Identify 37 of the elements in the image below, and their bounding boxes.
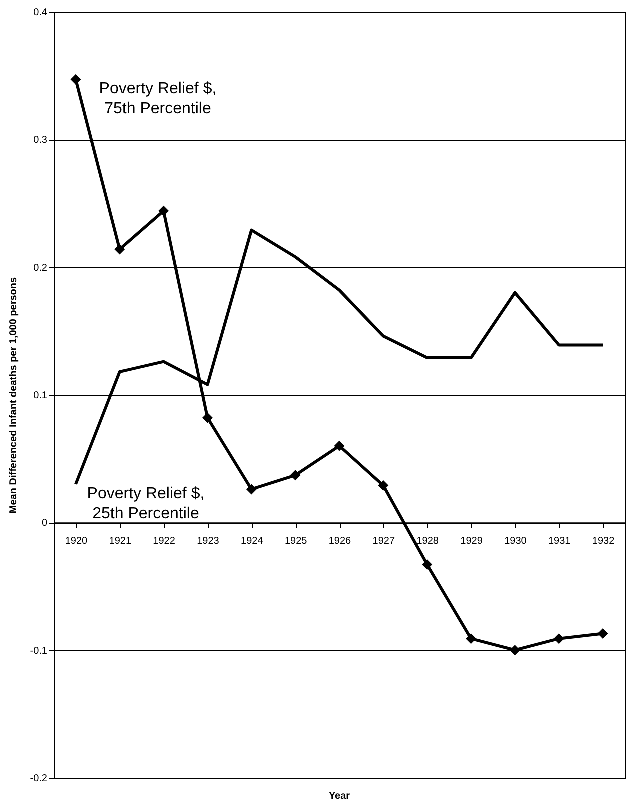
point (158, 206, 170, 216)
point (70, 74, 82, 85)
x-tick-label: 1924 (241, 536, 264, 548)
x-tick-label: 1931 (548, 536, 572, 548)
x-tick-label: 1930 (504, 536, 528, 548)
point (466, 634, 477, 644)
y-tick-label: 0 (42, 518, 48, 530)
point (554, 634, 564, 644)
point (202, 412, 213, 424)
point (290, 470, 301, 481)
x-axis-title: Year (328, 791, 350, 802)
x-tick-label: 1923 (197, 536, 220, 548)
x-tick-label: 1921 (109, 536, 132, 548)
x-tick-label: 1926 (328, 536, 352, 548)
x-tick-label: 1925 (284, 536, 308, 548)
y-tick-label: 0.2 (34, 262, 48, 274)
point (422, 560, 433, 570)
x-tick-label: 1932 (592, 536, 616, 548)
x-tick-label: 1920 (65, 536, 88, 548)
x-tick-label: 1928 (416, 536, 440, 548)
point (334, 440, 345, 452)
series-label: Poverty Relief $, 25th Percentile (87, 485, 205, 522)
y-tick-label: 0.3 (34, 135, 48, 146)
point (378, 480, 389, 491)
y-axis-title: Mean Differenced Infant deaths per 1,000 persons (8, 276, 20, 514)
point (114, 244, 126, 255)
x-tick-label: 1929 (460, 536, 484, 548)
y-tick-label: 0.4 (34, 8, 48, 18)
point (246, 484, 257, 495)
y-tick-label: -0.2 (30, 774, 48, 784)
series-label: Poverty Relief $, 75th Percentile (99, 80, 217, 118)
point (510, 645, 520, 656)
x-tick-label: 1922 (153, 536, 176, 548)
point (598, 628, 608, 639)
y-tick-label: -0.1 (30, 646, 48, 657)
y-tick-label: 0.1 (34, 390, 48, 402)
x-tick-label: 1927 (372, 536, 396, 548)
